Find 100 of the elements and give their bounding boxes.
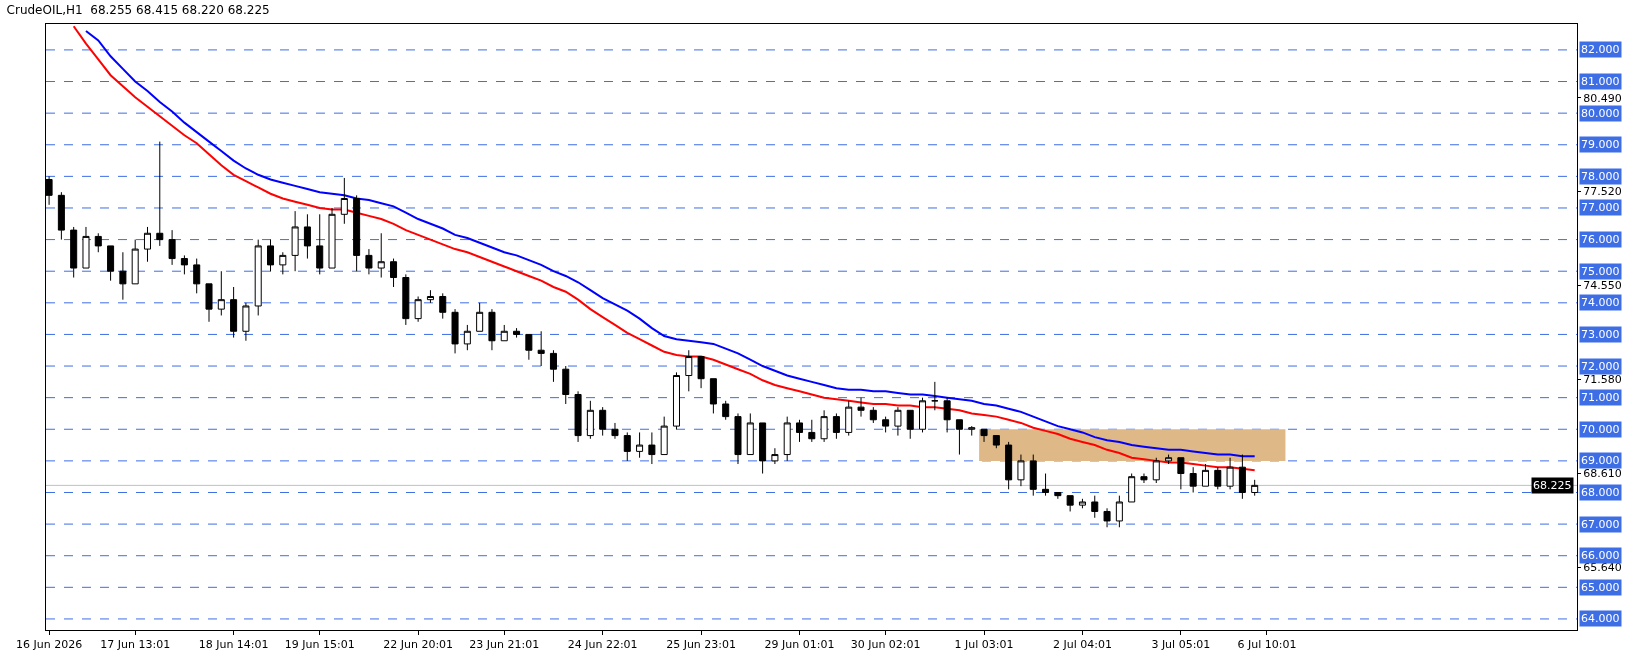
x-tick-label: 22 Jun 20:01: [383, 638, 454, 652]
candlestick: [525, 333, 533, 361]
candlestick: [623, 431, 631, 462]
candlestick: [1128, 473, 1136, 503]
candlestick: [771, 447, 779, 465]
candlestick: [205, 283, 213, 323]
candlestick: [451, 308, 459, 354]
candlestick: [365, 248, 373, 275]
candlestick: [1115, 495, 1123, 528]
candlestick: [1226, 457, 1234, 490]
candlestick: [168, 229, 176, 266]
candlestick: [426, 289, 434, 304]
candlestick: [1177, 457, 1185, 490]
candlestick: [636, 431, 644, 459]
x-tick-label: 18 Jun 14:01: [198, 638, 269, 652]
ref-line-label: 69.000: [1581, 454, 1620, 467]
candlestick: [882, 416, 890, 433]
ref-line-label: 78.000: [1581, 170, 1620, 183]
candlestick: [1140, 473, 1148, 484]
ref-line-label: 71.000: [1581, 391, 1620, 404]
candlestick: [562, 365, 570, 405]
candlestick: [586, 400, 594, 440]
candlestick: [279, 251, 287, 275]
candlestick: [820, 409, 828, 443]
candlestick: [1238, 454, 1246, 500]
x-tick-label: 2 Jul 04:01: [1052, 638, 1112, 652]
candlestick: [230, 286, 238, 339]
ref-line-label: 82.000: [1581, 43, 1620, 56]
candlestick: [1054, 491, 1062, 500]
x-tick-label: 19 Jun 15:01: [284, 638, 355, 652]
candlestick: [1251, 479, 1259, 497]
candlestick: [980, 428, 988, 443]
ref-line-label: 73.000: [1581, 328, 1620, 341]
candlestick: [672, 371, 680, 430]
candlestick: [1017, 454, 1025, 487]
x-tick-label: 24 Jun 22:01: [567, 638, 638, 652]
candlestick: [242, 302, 250, 342]
candlestick: [82, 226, 90, 269]
candlestick: [943, 397, 951, 433]
candlestick: [328, 207, 336, 269]
ref-line-label: 67.000: [1581, 518, 1620, 531]
candlestick: [316, 213, 324, 275]
candlestick: [599, 406, 607, 437]
candlestick: [143, 226, 152, 263]
x-tick-label: 6 Jul 10:01: [1237, 638, 1297, 652]
ref-line-label: 79.000: [1581, 138, 1620, 151]
candlestick: [660, 416, 668, 456]
candlestick: [180, 254, 188, 275]
candlestick: [107, 245, 115, 282]
ref-line-label: 65.000: [1581, 581, 1620, 594]
ref-line-label: 68.225: [1533, 479, 1572, 492]
candlestick: [267, 239, 275, 272]
candlestick: [992, 435, 1000, 449]
candlestick: [537, 330, 545, 367]
candlestick: [131, 239, 139, 285]
ref-line-label: 66.000: [1581, 549, 1620, 562]
candlestick: [500, 324, 508, 342]
candlestick: [611, 422, 619, 440]
candlestick: [1189, 466, 1197, 493]
candlestick: [1091, 495, 1099, 519]
candlestick: [513, 327, 521, 339]
candlestick: [549, 349, 557, 383]
x-tick-label: 29 Jun 01:01: [764, 638, 835, 652]
y-tick-label: 74.550: [1583, 279, 1622, 293]
x-tick-label: 1 Jul 03:01: [954, 638, 1014, 652]
candlestick: [906, 409, 914, 440]
ref-line-label: 75.000: [1581, 265, 1620, 278]
ref-line-label: 70.000: [1581, 423, 1620, 436]
candlestick: [1042, 473, 1050, 497]
candlestick: [869, 406, 877, 424]
candlestick: [1214, 466, 1222, 490]
candlestick: [832, 412, 840, 440]
ref-line-label: 74.000: [1581, 296, 1620, 309]
x-tick-label: 30 Jun 02:01: [850, 638, 921, 652]
candlestick: [340, 177, 348, 225]
y-tick-label: 77.520: [1583, 185, 1622, 199]
ref-line-label: 77.000: [1581, 201, 1620, 214]
candlestick: [734, 412, 742, 465]
x-tick-label: 17 Jun 13:01: [100, 638, 171, 652]
candlestick: [1201, 463, 1209, 487]
candlestick: [783, 416, 791, 462]
x-tick-label: 3 Jul 05:01: [1151, 638, 1211, 652]
x-tick-label: 23 Jun 21:01: [469, 638, 540, 652]
candlestick: [1005, 441, 1013, 490]
ref-line-label: 76.000: [1581, 233, 1620, 246]
candlestick: [685, 349, 693, 392]
candlestick: [931, 381, 939, 411]
candlestick: [1103, 507, 1111, 528]
candlestick: [70, 226, 78, 279]
candlestick: [402, 273, 410, 326]
candlestick: [377, 232, 385, 279]
candlestick: [1066, 495, 1074, 512]
candlestick: [476, 302, 484, 332]
ref-line-label: 80.000: [1581, 107, 1620, 120]
candlestick: [857, 397, 865, 418]
ref-line-label: 64.000: [1581, 612, 1620, 625]
candlestick: [759, 422, 767, 475]
x-tick-label: 16 Jun 2026: [15, 638, 83, 652]
candlestick: [722, 400, 730, 421]
candlestick: [795, 419, 804, 443]
